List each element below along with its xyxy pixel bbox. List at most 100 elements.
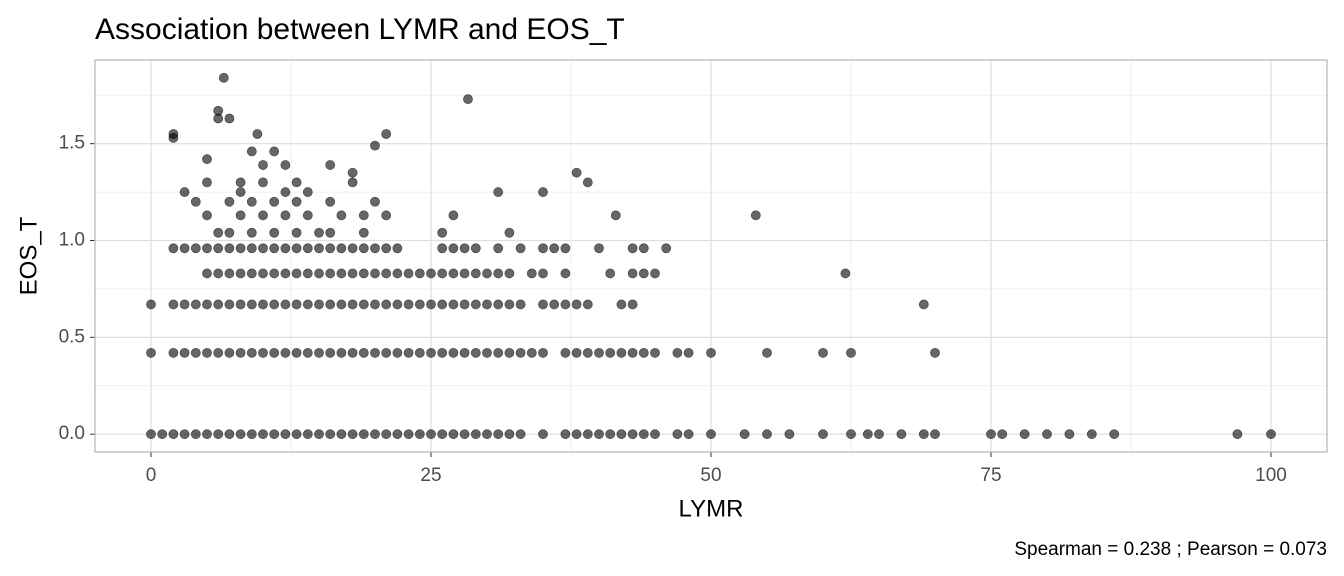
- point: [202, 210, 212, 221]
- point: [403, 347, 414, 358]
- point: [571, 429, 582, 440]
- point: [235, 187, 246, 197]
- point: [358, 299, 369, 310]
- point: [426, 299, 436, 310]
- point: [202, 268, 212, 279]
- point: [302, 299, 313, 310]
- point: [202, 429, 212, 440]
- point: [616, 429, 627, 440]
- point: [358, 210, 369, 221]
- point: [269, 146, 280, 157]
- point: [302, 243, 313, 254]
- point: [470, 268, 481, 279]
- point: [302, 347, 313, 358]
- point: [190, 299, 201, 310]
- point: [392, 299, 403, 310]
- point: [571, 347, 582, 358]
- point: [504, 299, 515, 310]
- point: [246, 299, 257, 310]
- point: [213, 299, 224, 310]
- point: [370, 268, 380, 279]
- point: [179, 429, 190, 440]
- point: [291, 177, 302, 188]
- point: [538, 243, 548, 254]
- point: [325, 196, 336, 207]
- point: [538, 268, 548, 279]
- point: [280, 160, 291, 170]
- point: [213, 105, 224, 116]
- point: [482, 347, 492, 358]
- point: [314, 347, 324, 358]
- point: [616, 299, 627, 310]
- point: [470, 299, 481, 310]
- point: [370, 429, 380, 440]
- point: [426, 347, 436, 358]
- point: [482, 268, 492, 279]
- point: [459, 429, 470, 440]
- point: [202, 243, 212, 254]
- x-tick-label: 0: [146, 465, 157, 486]
- point: [224, 196, 235, 207]
- point: [414, 429, 425, 440]
- point: [1266, 429, 1276, 440]
- point: [403, 299, 414, 310]
- point: [493, 299, 504, 310]
- point: [269, 196, 280, 207]
- point: [336, 243, 347, 254]
- point: [661, 243, 672, 254]
- point: [470, 243, 481, 254]
- point: [252, 129, 263, 139]
- x-axis-label: LYMR: [679, 495, 744, 522]
- point: [235, 429, 246, 440]
- point: [168, 129, 179, 139]
- point: [605, 429, 616, 440]
- point: [246, 146, 257, 157]
- point: [336, 210, 347, 221]
- point: [336, 347, 347, 358]
- point: [325, 429, 336, 440]
- point: [403, 429, 414, 440]
- point: [493, 429, 504, 440]
- point: [179, 187, 190, 197]
- point: [750, 210, 761, 221]
- point: [846, 429, 856, 440]
- point: [538, 347, 548, 358]
- point: [381, 268, 392, 279]
- point: [168, 429, 179, 440]
- point: [627, 429, 638, 440]
- point: [918, 429, 929, 440]
- point: [358, 227, 369, 238]
- point: [582, 299, 593, 310]
- point: [683, 429, 694, 440]
- point: [459, 268, 470, 279]
- point: [1019, 429, 1030, 440]
- point: [202, 299, 212, 310]
- point: [638, 429, 649, 440]
- x-tick-label: 75: [980, 465, 1001, 486]
- point: [986, 429, 996, 440]
- point: [269, 243, 280, 254]
- point: [610, 210, 621, 221]
- point: [302, 210, 313, 221]
- point: [739, 429, 750, 440]
- y-axis-label: EOS_T: [15, 216, 42, 295]
- point: [504, 227, 515, 238]
- point: [470, 347, 481, 358]
- point: [560, 268, 571, 279]
- point: [224, 299, 235, 310]
- point: [302, 429, 313, 440]
- point: [1064, 429, 1075, 440]
- point: [470, 429, 481, 440]
- point: [560, 429, 571, 440]
- point: [325, 268, 336, 279]
- point: [347, 167, 358, 178]
- point: [683, 347, 694, 358]
- point: [706, 347, 716, 358]
- point: [459, 299, 470, 310]
- point: [493, 347, 504, 358]
- point: [269, 347, 280, 358]
- point: [202, 347, 212, 358]
- point: [437, 429, 448, 440]
- point: [336, 429, 347, 440]
- point: [526, 347, 537, 358]
